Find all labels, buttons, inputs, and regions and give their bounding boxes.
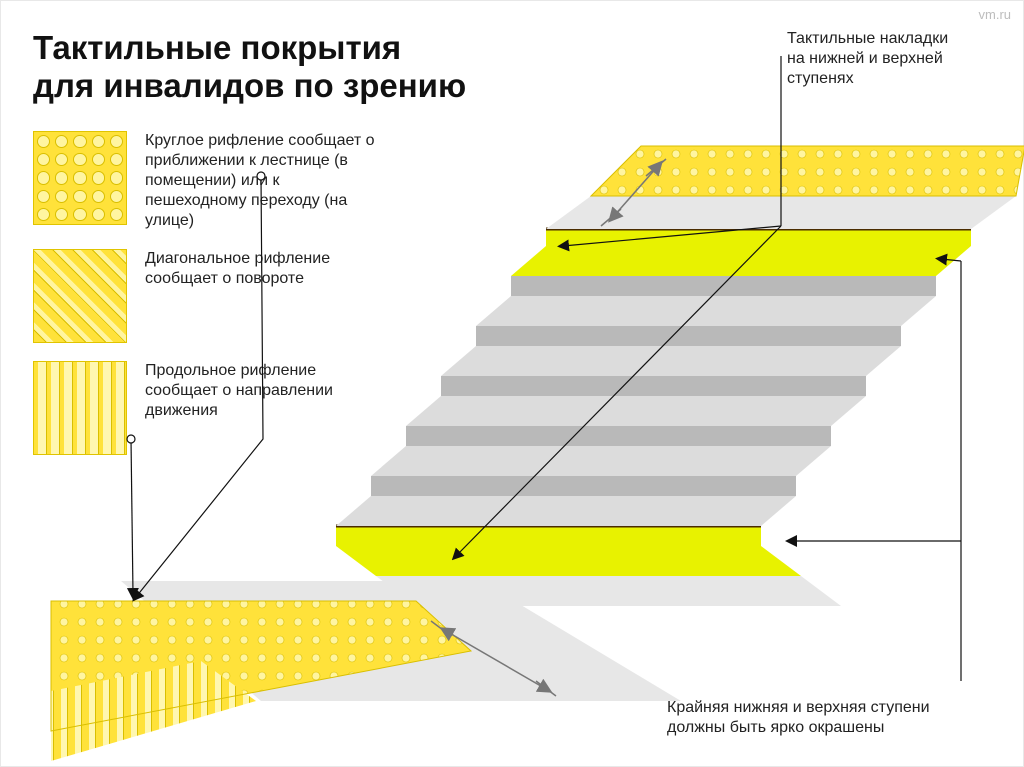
legend-row-vert: Продольное рифление сообщает о направлен… [33,361,393,455]
legend: Круглое рифление сообщает о приближении … [33,131,393,473]
dimension-bottom: 0,6 м [491,639,529,657]
title-line2: для инвалидов по зрению [33,67,466,104]
swatch-dots [33,131,127,225]
watermark: vm.ru [979,7,1012,22]
legend-row-diag: Диагональное рифление сообщает о поворот… [33,249,393,343]
legend-row-dots: Круглое рифление сообщает о приближении … [33,131,393,231]
dimension-top: 0,6 м [661,193,699,211]
legend-text-vert: Продольное рифление сообщает о направлен… [145,361,385,421]
callout-top-tactile: Тактильные накладки на нижней и верхней … [787,29,967,89]
title-line1: Тактильные покрытия [33,29,401,66]
legend-text-dots: Круглое рифление сообщает о приближении … [145,131,385,231]
swatch-diagonal [33,249,127,343]
legend-text-diag: Диагональное рифление сообщает о поворот… [145,249,385,289]
swatch-vertical [33,361,127,455]
page-title: Тактильные покрытия для инвалидов по зре… [33,29,466,105]
callout-bottom-color: Крайняя нижняя и верхняя ступени должны … [667,698,967,738]
